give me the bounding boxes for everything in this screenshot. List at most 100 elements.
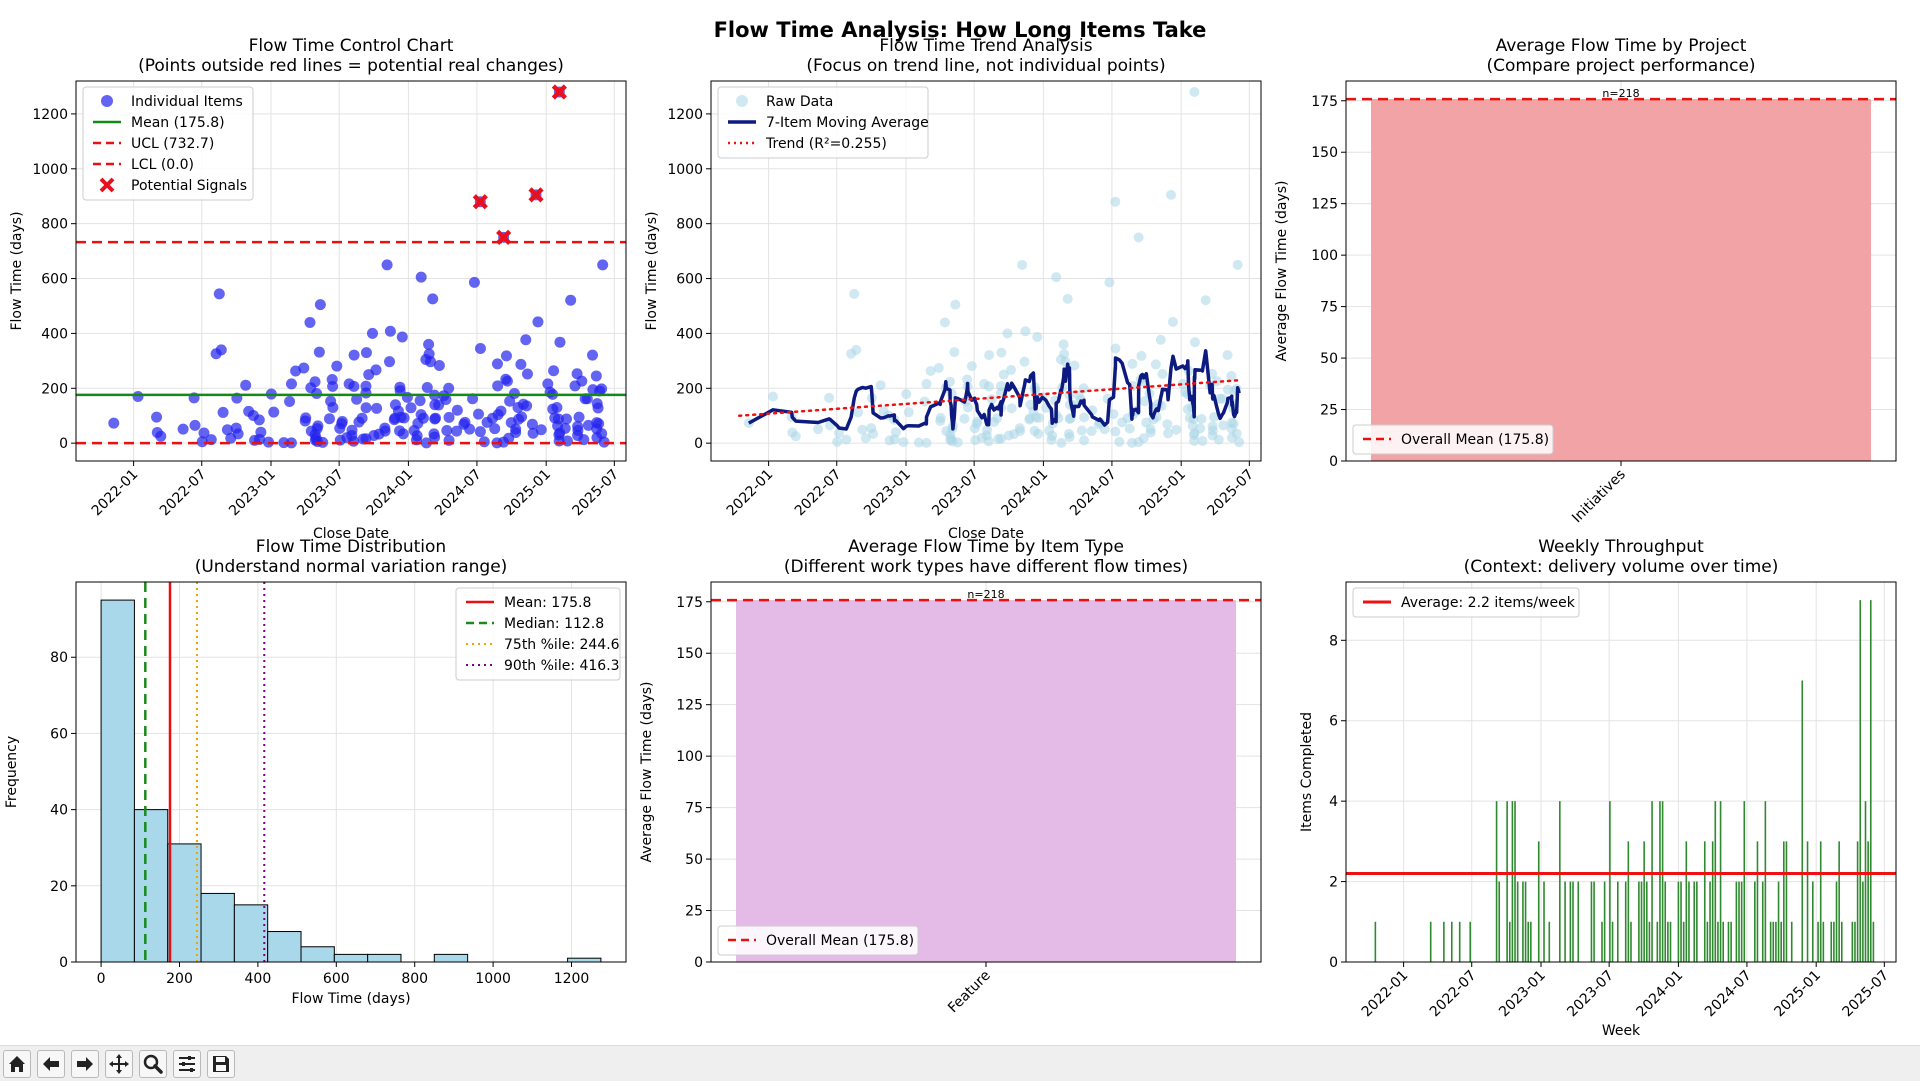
histogram-legend-frame (455, 587, 621, 681)
trend-raw-point (1157, 369, 1168, 380)
throughput-bar (1864, 801, 1867, 962)
throughput-xtick-label: 2024-07 (1702, 968, 1755, 1021)
trend-raw-point (857, 424, 868, 435)
throughput-bar (1640, 881, 1643, 962)
throughput-bar (1830, 921, 1833, 962)
trend-raw-point (1058, 339, 1069, 350)
throughput-bar (1703, 841, 1706, 962)
itemtype-subtitle: (Different work types have different flo… (784, 557, 1188, 577)
trend-moving-average-line (747, 349, 1241, 431)
control-point (177, 423, 189, 435)
control-point (348, 435, 360, 447)
trend-raw-point (996, 347, 1007, 358)
control-xtick-label: 2023-07 (294, 467, 347, 520)
trend-legend-label: 7-Item Moving Average (766, 115, 929, 131)
trend-raw-point (952, 437, 963, 448)
trend-raw-point (1163, 428, 1174, 439)
trend-legend: Raw Data 7-Item Moving Average Trend (R²=0… (717, 86, 929, 159)
trend-xtick-label: 2022-07 (792, 467, 845, 520)
throughput-bar (1537, 841, 1540, 962)
trend-ytick-label: 1000 (667, 162, 703, 178)
save-button[interactable] (207, 1050, 235, 1078)
figure-suptitle: Flow Time Analysis: How Long Items Take (714, 18, 1207, 42)
trend-raw-point (1207, 425, 1218, 436)
trend-legend-label: Raw Data (766, 94, 833, 110)
trend-raw-point (1189, 86, 1200, 97)
control-legend-label: Mean (175.8) (131, 115, 225, 131)
trend-raw-point (851, 344, 862, 355)
zoom-button[interactable] (139, 1050, 167, 1078)
pan-button[interactable] (105, 1050, 133, 1078)
trend-raw-point (832, 436, 843, 447)
throughput-xtick-label: 2024-01 (1634, 968, 1687, 1021)
trend-raw-point (1108, 409, 1119, 420)
control-title: Flow Time Control Chart (249, 36, 454, 56)
throughput-bar (1761, 881, 1764, 962)
trend-raw-point (1209, 412, 1220, 423)
trend-raw-point (901, 389, 912, 400)
control-point (433, 360, 445, 372)
histogram-xtick-label: 600 (323, 971, 350, 987)
back-button[interactable] (37, 1050, 65, 1078)
project-plot-area: n=218 (1346, 87, 1896, 462)
trend-raw-point (995, 381, 1006, 392)
histogram-ylabel: Frequency (4, 736, 20, 808)
home-button[interactable] (3, 1050, 31, 1078)
control-signal-marker (528, 187, 544, 203)
trend-raw-point (972, 416, 983, 427)
control-point (217, 406, 229, 418)
project-legend-frame (1352, 424, 1554, 455)
trend-raw-point (966, 361, 977, 372)
control-point (468, 276, 480, 288)
control-point (309, 376, 321, 388)
throughput-bar (1777, 881, 1780, 962)
throughput-ytick-label: 4 (1329, 794, 1338, 810)
trend-regression-line (737, 378, 1243, 417)
trend-xtick-label: 2025-07 (1204, 467, 1257, 520)
trend-raw-point (1139, 396, 1150, 407)
control-xtick-label: 2023-01 (226, 467, 279, 520)
throughput-bar (1801, 680, 1804, 962)
control-point (443, 382, 455, 394)
project-ytick-label: 25 (1320, 403, 1338, 419)
trend-title: Flow Time Trend Analysis (879, 36, 1092, 56)
control-point (240, 379, 252, 391)
control-point (351, 393, 363, 405)
trend-raw-point (962, 402, 973, 413)
throughput-bar (1735, 881, 1738, 962)
navigation-toolbar (0, 1045, 1920, 1081)
configure-button[interactable] (173, 1050, 201, 1078)
control-point (508, 388, 520, 400)
throughput-bar (1469, 921, 1472, 962)
throughput-bar (1374, 921, 1377, 962)
control-point (572, 425, 584, 437)
throughput-bar (1559, 801, 1561, 962)
control-point (405, 402, 417, 414)
trend-raw-point (813, 424, 824, 435)
trend-raw-point (933, 362, 944, 373)
throughput-bar (1577, 881, 1580, 962)
itemtype-ytick-label: 0 (694, 955, 703, 971)
throughput-bar (1685, 841, 1688, 962)
trend-raw-point (1006, 403, 1017, 414)
control-point (451, 425, 463, 437)
throughput-bar (1527, 921, 1530, 962)
throughput-bar (1514, 801, 1516, 962)
throughput-legend-label: Average: 2.2 items/week (1401, 595, 1576, 611)
histogram-bar (567, 957, 602, 963)
throughput-bar (1530, 921, 1532, 962)
control-point (542, 378, 554, 390)
control-legend: Individual Items Mean (175.8) UCL (732.7) L… (82, 86, 254, 201)
control-point (314, 299, 326, 311)
throughput-bar (1511, 801, 1514, 962)
throughput-bar (1783, 841, 1785, 962)
trend-raw-point (925, 366, 936, 377)
forward-button[interactable] (71, 1050, 99, 1078)
throughput-bar (1609, 801, 1611, 962)
trend-raw-point (1051, 272, 1062, 283)
trend-raw-point (1226, 370, 1237, 381)
trend-raw-point (1059, 348, 1070, 359)
trend-raw-point (790, 431, 801, 442)
histogram-ytick-label: 20 (50, 879, 68, 895)
